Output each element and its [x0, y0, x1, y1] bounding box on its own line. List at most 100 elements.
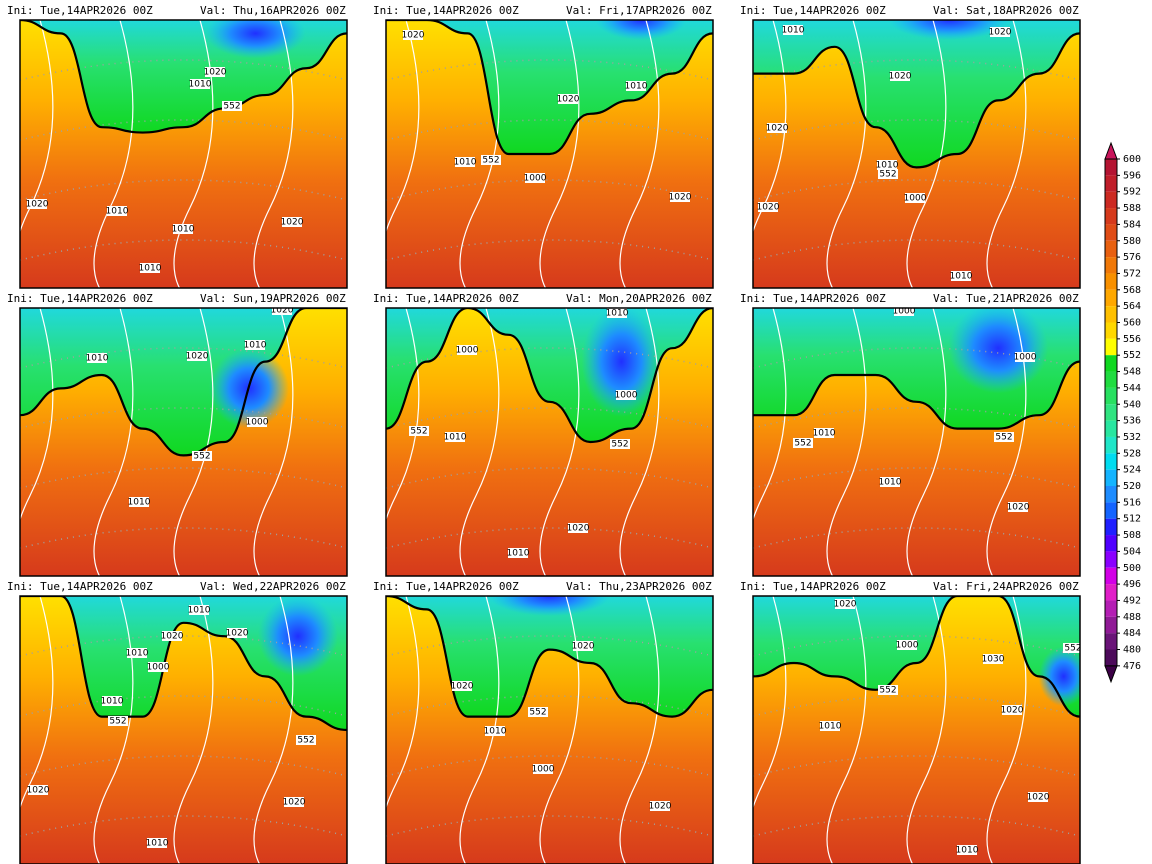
colorbar-label: 492: [1123, 595, 1141, 606]
contour-label: 1010: [606, 309, 629, 319]
contour-label: 1010: [106, 207, 129, 217]
label-bg: [173, 224, 193, 234]
colorbar-label: 524: [1123, 465, 1141, 476]
cold-core: [257, 596, 338, 677]
label-bg: [140, 263, 160, 273]
contour-label: 552: [879, 686, 896, 696]
valid-time: Val: Thu,23APR2026 00Z: [566, 580, 712, 593]
line-552: [386, 308, 713, 444]
colorbar-segment: [1105, 191, 1117, 209]
cold-core: [889, 20, 1010, 40]
map-panel: 1010 1000 1000 1010 552 552 1020 1010: [386, 308, 713, 576]
panel-border: [385, 307, 714, 577]
contour-label: 1020: [1007, 503, 1030, 513]
valid-time: Val: Fri,24APR2026 00Z: [933, 580, 1079, 593]
label-bg: [107, 206, 127, 216]
colorbar-segment: [1105, 404, 1117, 421]
colorbar-segment: [1105, 240, 1117, 258]
colorbar-label: 548: [1123, 367, 1141, 378]
contour-label: 1020: [204, 68, 227, 78]
label-bg: [129, 497, 149, 507]
contour-label: 1010: [454, 158, 477, 168]
contour-label: 1020: [557, 95, 580, 105]
colorbar-label: 536: [1123, 416, 1141, 427]
contour-label: 1010: [139, 264, 162, 274]
label-bg: [1008, 502, 1028, 512]
label-bg: [994, 432, 1014, 442]
contour-label: 1000: [893, 307, 916, 317]
label-bg: [758, 202, 778, 212]
isobar: [539, 308, 580, 576]
panel-border: [19, 307, 348, 577]
colorbar-under: [1104, 665, 1118, 684]
cold-field: [386, 20, 713, 154]
contour-label: 1030: [982, 655, 1005, 665]
colorbar-label: 592: [1123, 187, 1141, 198]
contour-label: 1020: [989, 28, 1012, 38]
isobar: [173, 596, 214, 864]
init-time: Ini: Tue,14APR2026 00Z: [7, 580, 153, 593]
label-bg: [87, 353, 107, 363]
valid-time: Val: Tue,21APR2026 00Z: [933, 292, 1079, 305]
contour-label: 1010: [244, 341, 267, 351]
isobar: [459, 308, 500, 576]
colorbar-segment: [1105, 338, 1117, 356]
contour-label: 1020: [669, 193, 692, 203]
label-bg: [205, 67, 225, 77]
contour-label: 552: [879, 170, 896, 180]
colorbar-segment: [1105, 306, 1117, 323]
colorbar-label: 600: [1123, 154, 1141, 165]
isobar: [173, 308, 214, 576]
label-bg: [108, 716, 128, 726]
panel-border: [19, 595, 348, 864]
panel-border: [19, 19, 348, 289]
contour-label: 1010: [813, 429, 836, 439]
colorbar-label: 544: [1123, 383, 1141, 394]
label-bg: [835, 599, 855, 609]
isobar: [619, 20, 660, 288]
colorbar-label: 516: [1123, 497, 1141, 508]
label-bg: [670, 192, 690, 202]
contour-label: 1020: [649, 802, 672, 812]
contour-label: 1000: [246, 418, 269, 428]
init-time: Ini: Tue,14APR2026 00Z: [7, 4, 153, 17]
init-time: Ini: Tue,14APR2026 00Z: [373, 292, 519, 305]
label-bg: [533, 764, 553, 774]
label-bg: [814, 428, 834, 438]
contour-label: 552: [193, 452, 210, 462]
contour-label: 1020: [161, 632, 184, 642]
contour-label: 1010: [444, 433, 467, 443]
colorbar-label: 484: [1123, 628, 1141, 639]
contour-label: 1010: [188, 606, 211, 616]
map-panel: 1010 1020 1020 1010 1000 1010 552 552 1020 1020 10…: [20, 596, 347, 864]
label-bg: [245, 340, 265, 350]
valid-time: Val: Thu,16APR2026 00Z: [200, 4, 346, 17]
isobar: [173, 20, 214, 288]
label-bg: [481, 155, 501, 165]
colorbar-label: 576: [1123, 252, 1141, 263]
label-bg: [508, 548, 528, 558]
colorbar-segment: [1105, 567, 1117, 585]
label-bg: [162, 631, 182, 641]
valid-time: Val: Sun,19APR2026 00Z: [200, 292, 346, 305]
colorbar-segment: [1105, 453, 1117, 470]
colorbar-label: 480: [1123, 645, 1141, 656]
cold-field: [753, 596, 1080, 717]
contour-label: 1020: [451, 682, 474, 692]
contour-label: 552: [529, 708, 546, 718]
isobar: [753, 308, 787, 576]
colorbar-segment: [1105, 649, 1117, 666]
isobar: [826, 596, 867, 864]
isobar: [986, 308, 1027, 576]
map-panel: 1020 1000 1030 552 552 1010 1020 1020 1010: [753, 596, 1080, 864]
cold-core: [596, 20, 687, 40]
isobar: [253, 596, 294, 864]
contour-label: 1010: [128, 498, 151, 508]
colorbar-label: 556: [1123, 334, 1141, 345]
colorbar-label: 560: [1123, 318, 1141, 329]
label-bg: [147, 838, 167, 848]
colorbar-segment: [1105, 486, 1117, 503]
colorbar-segment: [1105, 371, 1117, 388]
label-bg: [783, 25, 803, 35]
contour-label: 1000: [532, 765, 555, 775]
